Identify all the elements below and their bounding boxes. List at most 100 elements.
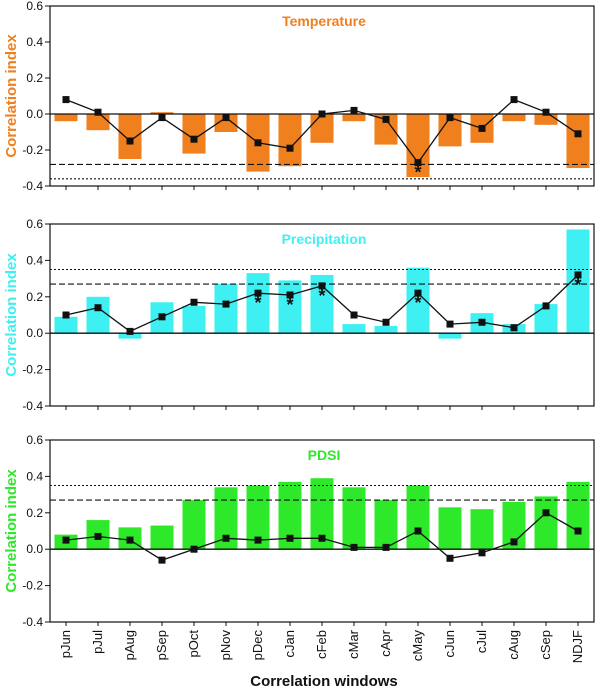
series-point [158, 313, 166, 321]
series-point [510, 324, 518, 332]
x-tick-label: NDJF [570, 630, 585, 663]
series-point [574, 527, 582, 535]
panel-title: Precipitation [282, 231, 367, 247]
series-point [478, 318, 486, 326]
y-axis-label: Correlation index [3, 34, 20, 158]
bar [246, 273, 270, 334]
x-tick-label: cJun [442, 630, 457, 657]
bar [54, 114, 78, 122]
panel-title: PDSI [308, 447, 341, 463]
series-point [542, 108, 550, 116]
panel-1: * * * * * -0.4 -0.2 0.0 0.2 0.4 0.6 Correlation ind… [3, 217, 595, 413]
series-point [190, 135, 198, 143]
series-point [318, 282, 326, 290]
y-tick-label: 0.4 [26, 35, 43, 49]
series-point [222, 534, 230, 542]
bar [310, 274, 334, 334]
series-point [62, 311, 70, 319]
x-tick-label: cJul [474, 630, 489, 653]
significance-marker: * [286, 295, 293, 315]
bar [374, 325, 398, 334]
bar [150, 525, 174, 550]
bar [278, 114, 302, 167]
y-tick-label: -0.2 [22, 363, 43, 377]
series-point [222, 300, 230, 308]
bar [342, 114, 366, 122]
bar [438, 114, 462, 147]
series-point [94, 532, 102, 540]
bar [374, 114, 398, 145]
y-tick-label: -0.4 [22, 179, 43, 193]
y-tick-label: -0.4 [22, 615, 43, 629]
significance-marker: * [574, 275, 581, 295]
series-point [350, 106, 358, 114]
x-tick-label: cFeb [314, 630, 329, 659]
x-tick-label: pSep [154, 630, 169, 660]
bar [438, 507, 462, 550]
series-point [382, 115, 390, 123]
series-point [542, 509, 550, 517]
bar [150, 112, 174, 114]
series-point [382, 543, 390, 551]
y-tick-label: 0.0 [26, 326, 43, 340]
series-point [318, 534, 326, 542]
series-point [414, 289, 422, 297]
series-point [286, 291, 294, 299]
bar [182, 114, 206, 154]
y-axis-label: Correlation index [3, 253, 20, 377]
panel-title: Temperature [282, 13, 366, 29]
significance-marker: * [318, 286, 325, 306]
x-tick-label: cSep [538, 630, 553, 660]
series-point [254, 536, 262, 544]
x-tick-label: cJan [282, 630, 297, 657]
x-tick-label: cAug [506, 630, 521, 660]
series-point [190, 545, 198, 553]
bar [86, 296, 110, 334]
series-point [94, 108, 102, 116]
y-tick-label: 0.0 [26, 542, 43, 556]
y-tick-label: -0.4 [22, 399, 43, 413]
series-point [510, 538, 518, 546]
bar [438, 333, 462, 339]
series-point [190, 298, 198, 306]
significance-marker: * [414, 293, 421, 313]
bar [118, 114, 142, 159]
series-point [254, 139, 262, 147]
series-point [62, 96, 70, 104]
series-point [478, 549, 486, 557]
y-tick-label: 0.6 [26, 433, 43, 447]
series-point [126, 137, 134, 145]
y-tick-label: 0.0 [26, 107, 43, 121]
series-point [158, 556, 166, 564]
y-tick-label: 0.2 [26, 506, 43, 520]
significance-marker: * [254, 293, 261, 313]
series-point [542, 302, 550, 310]
series-point [158, 114, 166, 122]
x-tick-label: pOct [186, 630, 201, 658]
bar [86, 114, 110, 131]
bar [534, 304, 558, 334]
series-point [254, 289, 262, 297]
bar [406, 114, 430, 177]
x-tick-label: cMay [410, 630, 425, 662]
y-tick-label: 0.2 [26, 71, 43, 85]
y-tick-label: 0.4 [26, 469, 43, 483]
series-point [414, 527, 422, 535]
bar [310, 478, 334, 550]
y-tick-label: -0.2 [22, 143, 43, 157]
y-tick-label: -0.2 [22, 579, 43, 593]
series-point [126, 327, 134, 335]
series-point [286, 534, 294, 542]
y-axis-label: Correlation index [3, 469, 20, 593]
bar [54, 316, 78, 334]
series-point [446, 554, 454, 562]
bar [182, 305, 206, 334]
x-tick-label: pJul [90, 630, 105, 654]
bar [278, 481, 302, 550]
y-tick-label: 0.2 [26, 290, 43, 304]
series-point [414, 159, 422, 167]
bar [214, 284, 238, 334]
series-point [222, 114, 230, 122]
series-point [382, 318, 390, 326]
series-point [574, 271, 582, 279]
